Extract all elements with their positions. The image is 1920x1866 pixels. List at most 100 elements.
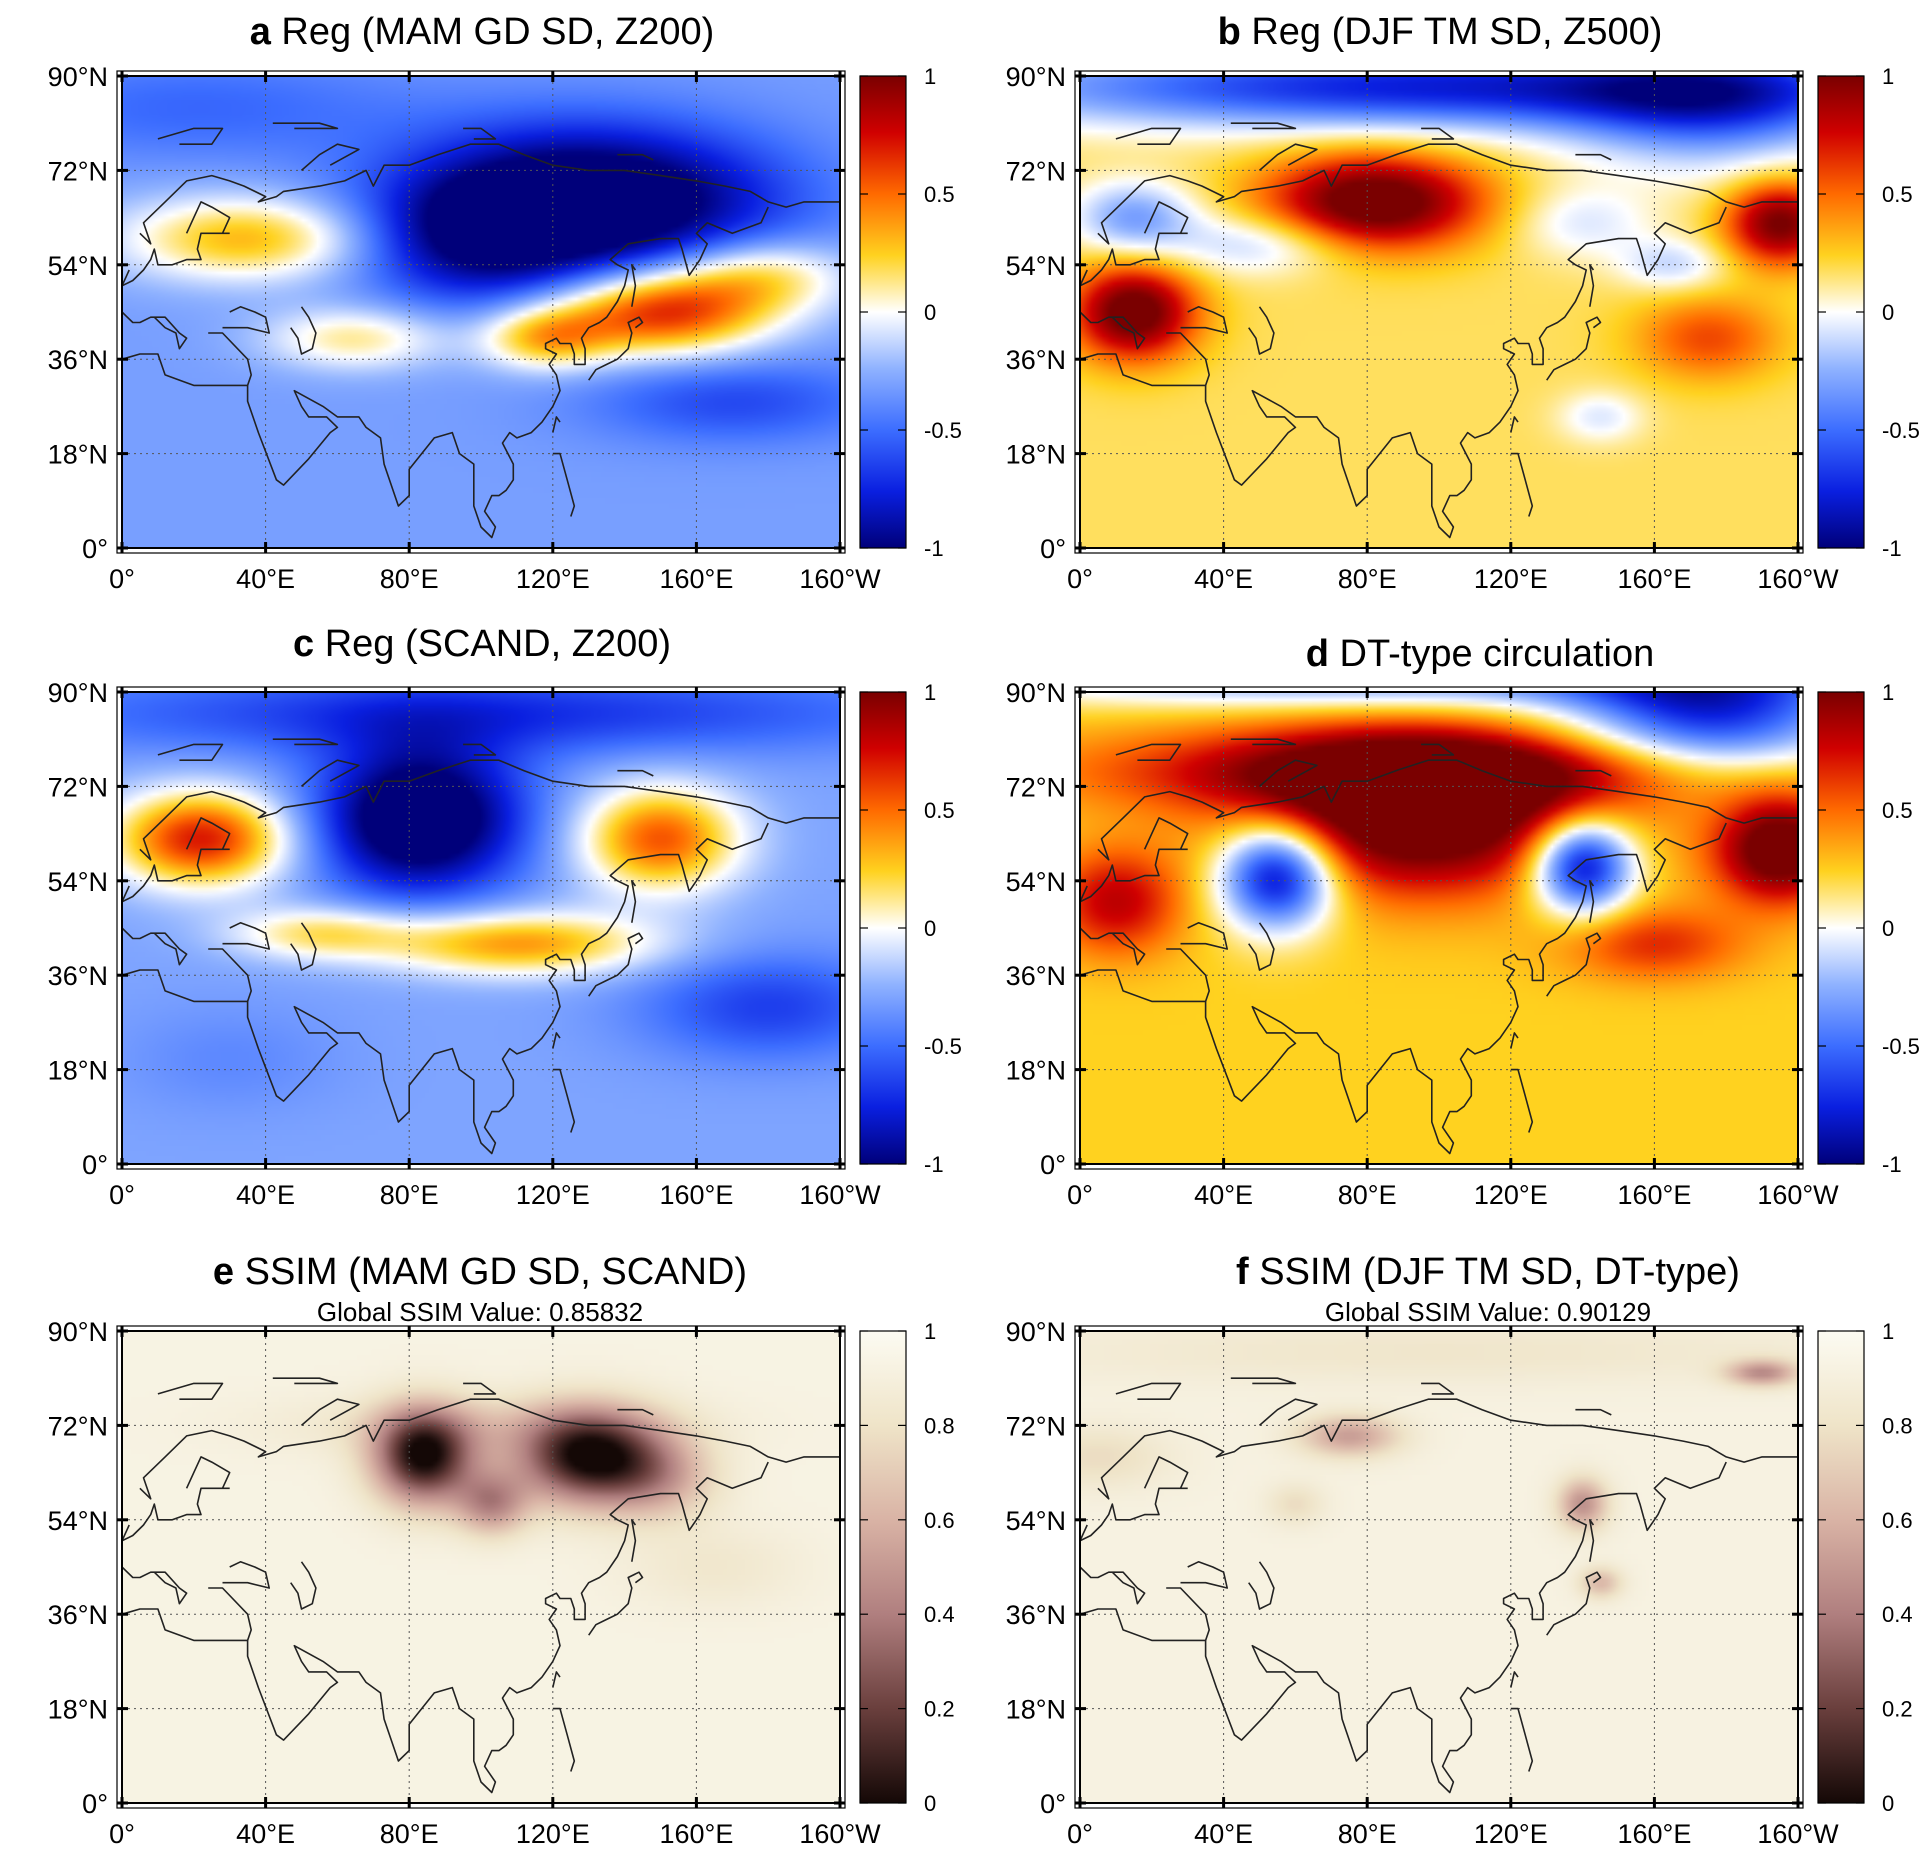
- coastline-segment: [552, 452, 576, 517]
- coastline-segment: [1204, 822, 1727, 1155]
- panel-d-title: d DT-type circulation: [1306, 633, 1654, 675]
- colorbar-gradient: [859, 1330, 907, 1804]
- coastline-segment: [1180, 922, 1228, 950]
- coastline-segment: [122, 232, 230, 287]
- coastline-segment: [1421, 743, 1455, 756]
- coastline-segment: [1204, 206, 1727, 539]
- y-tick-label: 90°N: [1006, 62, 1066, 92]
- map-frame: [1079, 75, 1799, 549]
- coastline-segment: [1421, 1382, 1455, 1395]
- coastline-segment: [1248, 306, 1275, 355]
- panel-b-title: b Reg (DJF TM SD, Z500): [1218, 11, 1663, 53]
- coastline-segment: [222, 1561, 270, 1589]
- coastline-segment: [617, 769, 654, 777]
- coastline-segment: [1080, 1524, 1088, 1542]
- panel-b-map: 0° 40°E 80°E 120°E 160°E 160°W 90°N 72°N 54°N 36°…: [1006, 62, 1840, 594]
- y-tick-label: 18°N: [1006, 1056, 1066, 1086]
- x-tick-label: 80°E: [1338, 1819, 1397, 1849]
- x-tick-label: 0°: [109, 564, 135, 594]
- panel-d-colorbar: 1 0.5 0 -0.5 -1: [1817, 680, 1920, 1177]
- coastline-segment: [300, 143, 360, 172]
- coastline-segment: [631, 1519, 637, 1562]
- y-tick-label: 18°N: [48, 1695, 108, 1725]
- y-tick-label: 0°: [82, 1789, 108, 1819]
- coastline-segment: [617, 1408, 654, 1416]
- colorbar-tick-label: 0: [1882, 1791, 1894, 1816]
- colorbar-tick-label: 0.8: [924, 1413, 955, 1438]
- x-tick-label: 0°: [109, 1819, 135, 1849]
- colorbar-tick-label: 0.2: [1882, 1697, 1913, 1722]
- y-tick-label: 18°N: [1006, 440, 1066, 470]
- coastline-segment: [631, 264, 637, 307]
- colorbar-gradient: [1817, 1330, 1865, 1804]
- colorbar-tick-label: 0.6: [924, 1508, 955, 1533]
- coastline-segment: [1180, 1561, 1228, 1589]
- coastline-segment: [1230, 122, 1297, 130]
- coastline-segment: [1080, 232, 1188, 287]
- coastline-segment: [1510, 1032, 1519, 1049]
- coastline-segment: [1546, 1571, 1602, 1636]
- coastline-segment: [1115, 1382, 1182, 1400]
- panel-c-map: 0° 40°E 80°E 120°E 160°E 160°W 90°N 72°N 54°N 36°…: [48, 678, 882, 1210]
- y-tick-label: 72°N: [1006, 156, 1066, 186]
- coastline-segment: [139, 1398, 840, 1500]
- panel-c-colorbar: 1 0.5 0 -0.5 -1: [859, 680, 962, 1177]
- coastline-segment: [1143, 817, 1189, 850]
- x-tick-label: 80°E: [380, 1180, 439, 1210]
- coastline-segment: [122, 948, 252, 1003]
- colorbar-tick-label: 0: [1882, 916, 1894, 941]
- coastline-segment: [246, 206, 769, 539]
- coastline-segment: [1589, 880, 1595, 923]
- map-frame-outer: [1074, 70, 1804, 554]
- coastline-segment: [1115, 127, 1182, 145]
- y-tick-label: 0°: [82, 1150, 108, 1180]
- y-tick-label: 18°N: [48, 440, 108, 470]
- x-tick-label: 80°E: [1338, 564, 1397, 594]
- colorbar-tick-label: 0.5: [924, 798, 955, 823]
- colorbar-tick-label: 1: [924, 1319, 936, 1344]
- y-tick-label: 72°N: [48, 1411, 108, 1441]
- y-tick-label: 0°: [1040, 1789, 1066, 1819]
- colorbar-tick-label: 1: [924, 64, 936, 89]
- panel-e-map: 0° 40°E 80°E 120°E 160°E 160°W 90°N 72°N 54°N 36°…: [48, 1317, 882, 1849]
- coastline: [122, 122, 840, 539]
- y-tick-label: 36°N: [1006, 961, 1066, 991]
- coastline-segment: [272, 122, 339, 130]
- coastline-segment: [1180, 306, 1228, 334]
- coastline-segment: [463, 1382, 497, 1395]
- colorbar-tick-label: 1: [1882, 64, 1894, 89]
- y-tick-label: 18°N: [48, 1056, 108, 1086]
- y-tick-label: 54°N: [1006, 251, 1066, 281]
- coastline-segment: [300, 759, 360, 788]
- coastline: [122, 1377, 840, 1794]
- coastline-segment: [1258, 143, 1318, 172]
- coastline-segment: [552, 1032, 561, 1049]
- map-frame-outer: [1074, 1325, 1804, 1809]
- colorbar-tick-label: -1: [1882, 1152, 1902, 1177]
- colorbar-tick-label: 0: [924, 1791, 936, 1816]
- coastline-segment: [122, 885, 130, 903]
- coastline-segment: [1115, 743, 1182, 761]
- coastline-segment: [552, 1671, 561, 1688]
- coastline-segment: [185, 201, 231, 234]
- coastline-segment: [1510, 1068, 1534, 1133]
- map-frame-outer: [116, 70, 846, 554]
- y-tick-label: 54°N: [48, 251, 108, 281]
- coastline-segment: [1080, 332, 1210, 387]
- coastline-segment: [1080, 927, 1146, 966]
- panel-d: d DT-type circulation 0° 40°E 80°E 120°E 160…: [1006, 633, 1920, 1210]
- coastline-segment: [1230, 738, 1297, 746]
- coastline-segment: [1097, 1398, 1798, 1500]
- coastline-segment: [617, 153, 654, 161]
- y-tick-label: 0°: [82, 534, 108, 564]
- coastline-segment: [122, 1524, 130, 1542]
- coastline-segment: [290, 922, 317, 971]
- coastline-segment: [1080, 1487, 1188, 1542]
- coastline-segment: [157, 127, 224, 145]
- panel-a-map: 0° 40°E 80°E 120°E 160°E 160°W 90°N 72°N 54°N 36°…: [48, 62, 882, 594]
- y-tick-label: 36°N: [48, 345, 108, 375]
- y-tick-label: 0°: [1040, 1150, 1066, 1180]
- x-tick-label: 120°E: [1474, 1180, 1548, 1210]
- map-frame: [121, 75, 841, 549]
- coastline-segment: [1575, 1408, 1612, 1416]
